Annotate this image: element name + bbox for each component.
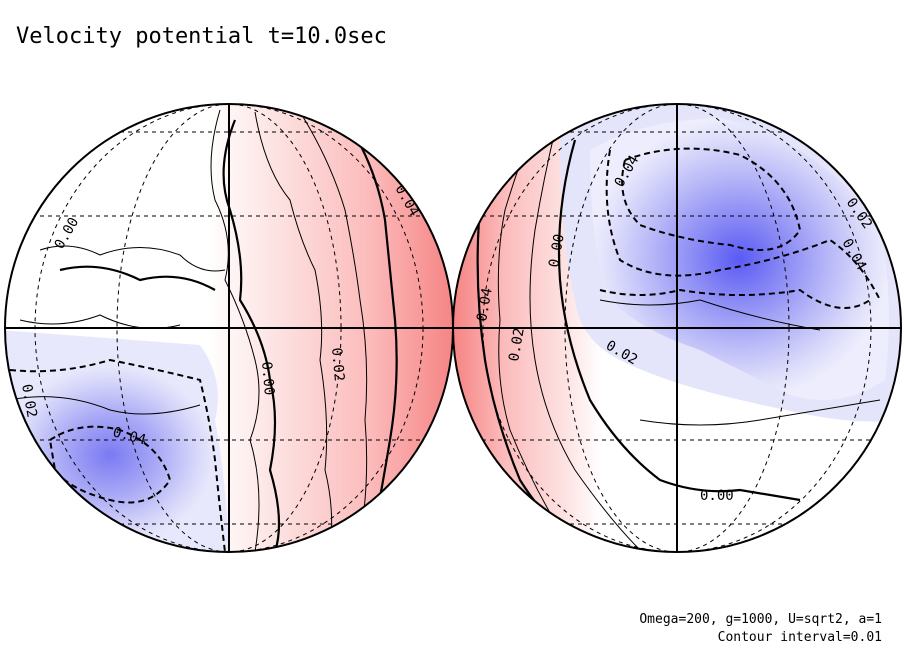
contour-label: 0.04 bbox=[474, 287, 496, 323]
contour-interval-note: Contour interval=0.01 bbox=[717, 630, 882, 645]
contour-label: 0.02 bbox=[328, 347, 347, 382]
contour-label: 0.00 bbox=[258, 361, 277, 396]
contour-label: 0.00 bbox=[546, 233, 568, 269]
figure-title: Velocity potential t=10.0sec bbox=[16, 24, 387, 49]
right-globe-outline bbox=[452, 103, 902, 553]
left-hemisphere: 0.04 0.00 0.02 0.00 0.02 0.04 bbox=[5, 104, 453, 552]
contour-label: 0.02 bbox=[506, 327, 528, 363]
right-hemisphere: 0.04 0.02 0.04 0.00 0.04 0.02 0.02 0.00 bbox=[453, 104, 901, 552]
contour-label: 0.00 bbox=[700, 488, 734, 504]
contour-label: 0.02 bbox=[18, 383, 40, 419]
parameters-note: Omega=200, g=1000, U=sqrt2, a=1 bbox=[639, 612, 882, 627]
